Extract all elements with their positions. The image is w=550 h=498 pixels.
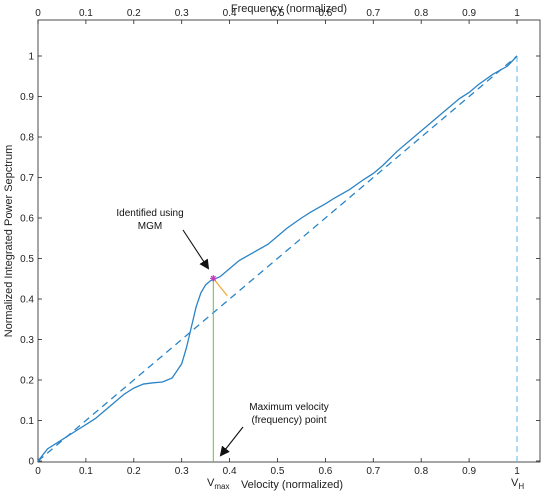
x-tick-label-top: 0.3 [175,8,189,19]
x-tick-label-top: 0.7 [366,8,380,19]
tangent-segment [212,277,228,297]
x-axis-title-top: Frequency (normalized) [231,3,347,15]
y-tick-label: 1 [28,52,34,63]
y-tick-label: 0.9 [20,92,34,103]
x-tick-label-bottom: 1 [514,466,520,477]
x-tick-label-bottom: 0 [35,466,41,477]
x-tick-label-bottom: 0.1 [79,466,93,477]
annotation-mgm-line1: Identified using [116,208,183,219]
x-tick-label-bottom: 0.3 [175,466,189,477]
vmax-label: Vmax [207,477,229,491]
x-tick-label-top: 0 [35,8,41,19]
y-tick-label: 0.8 [20,133,34,144]
annotation-mgm-line2: MGM [138,221,162,232]
x-tick-label-top: 0.9 [462,8,476,19]
x-tick-label-bottom: 0.4 [223,466,237,477]
x-tick-label-bottom: 0.5 [271,466,285,477]
y-tick-label: 0.2 [20,376,34,387]
x-tick-label-top: 0.8 [414,8,428,19]
vh-label-main: V [511,477,519,489]
x-tick-label-top: 0.5 [271,8,285,19]
integrated-power-curve [37,55,518,462]
x-tick-label-bottom: 0.8 [414,466,428,477]
vmax-label-sub: max [214,482,229,491]
y-tick-label: 0.5 [20,254,34,265]
mgm-point-marker [210,275,217,282]
x-tick-label-bottom: 0.7 [366,466,380,477]
x-tick-label-top: 0.4 [223,8,237,19]
y-tick-label: 0 [28,457,34,468]
x-tick-label-bottom: 0.2 [127,466,141,477]
x-tick-label-bottom: 0.9 [462,466,476,477]
x-tick-label-top: 0.1 [79,8,93,19]
plot-frame [37,19,541,463]
x-tick-label-top: 1 [514,8,520,19]
tick-marks: 000.10.10.20.20.30.30.40.40.50.50.60.60.… [20,8,540,477]
vh-label-sub: H [518,482,524,491]
mgm-arrow [182,229,210,270]
marker-stroke [210,275,216,282]
y-tick-label: 0.3 [20,335,34,346]
y-tick-label: 0.1 [20,416,34,427]
annotation-vmax-line2: (frequency) point [251,415,326,426]
x-tick-label-top: 0.2 [127,8,141,19]
vmax-arrow [219,426,244,457]
vmax-label-main: V [207,477,215,489]
annotation-vmax-line1: Maximum velocity [249,402,328,413]
vh-label: VH [511,477,524,491]
y-tick-label: 0.6 [20,214,34,225]
x-axis-title-bottom: Velocity (normalized) [241,479,343,491]
y-tick-label: 0.7 [20,173,34,184]
x-tick-label-bottom: 0.6 [318,466,332,477]
y-tick-label: 0.4 [20,295,34,306]
x-tick-label-top: 0.6 [318,8,332,19]
y-axis-title: Normalized Integrated Power Sepctrum [3,145,15,338]
diagonal-dashed-line [37,55,518,462]
